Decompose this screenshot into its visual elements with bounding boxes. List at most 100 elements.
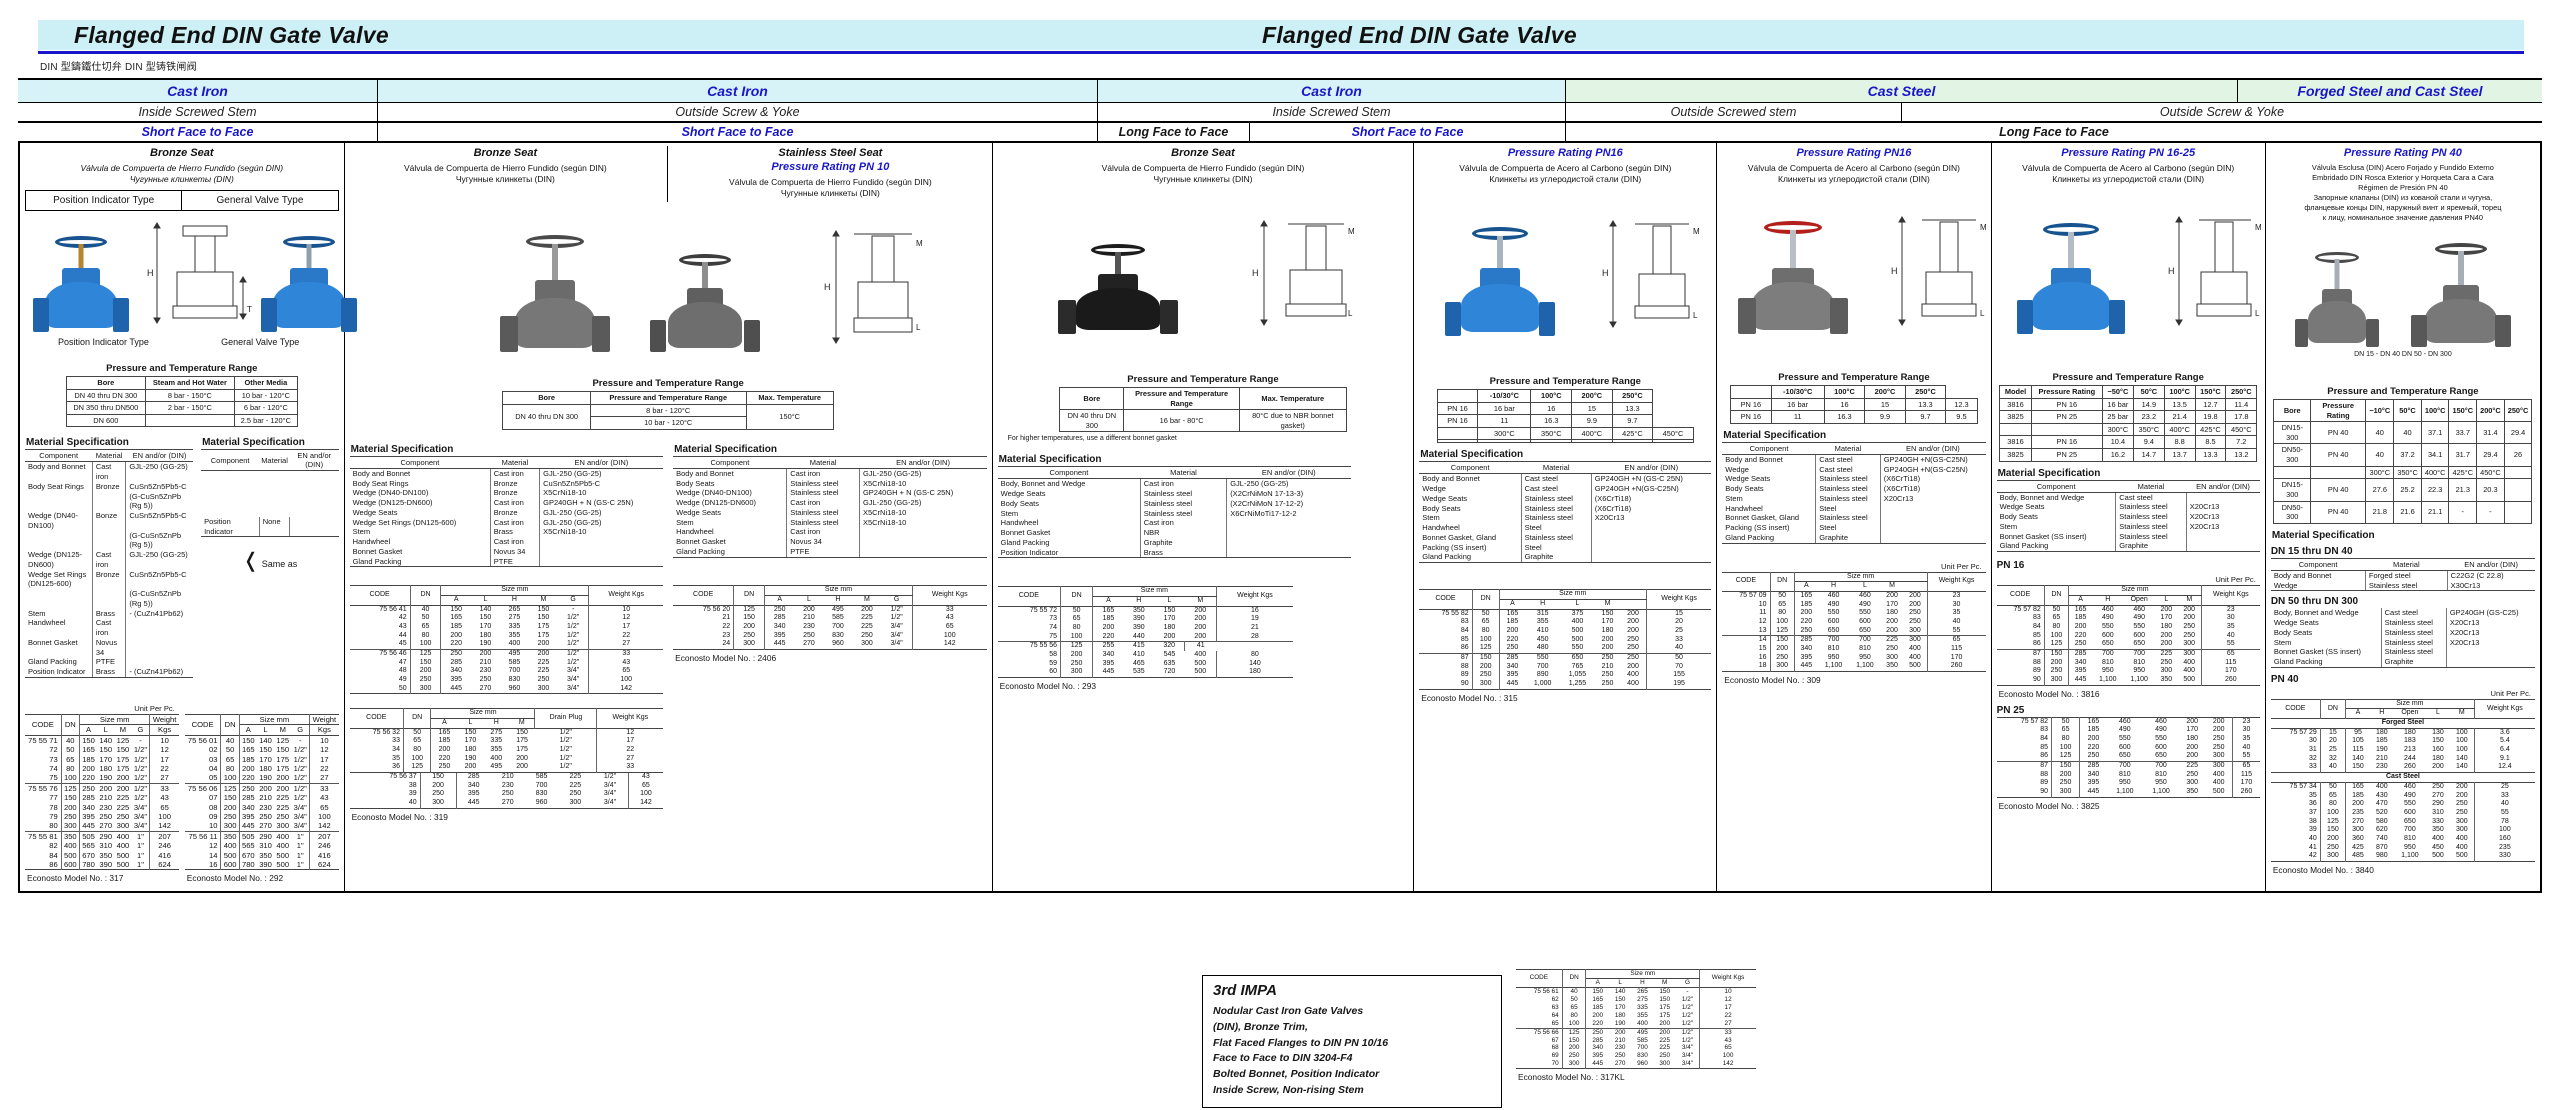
col5-pt-table: -10/30°C 100°C 200°C 250°C PN 16 16 bar 16… bbox=[1730, 384, 1978, 424]
table-row: 75 56 01 40 150 140 125-10 bbox=[184, 735, 339, 746]
h-m: M bbox=[864, 595, 870, 603]
h-l: L bbox=[1167, 597, 1172, 605]
cell: 33 bbox=[320, 783, 329, 793]
cell: 10 bbox=[320, 735, 329, 745]
cell: 375 bbox=[1571, 609, 1584, 617]
cell: 200 bbox=[537, 640, 550, 648]
cell: 100 bbox=[1562, 1019, 1587, 1029]
cell: 200 bbox=[1184, 615, 1217, 625]
table-row: 59 250 395 465 635 500 140 bbox=[997, 659, 1294, 669]
cell: 58 bbox=[997, 651, 1062, 660]
cell: Wedge (DN40-DN100) bbox=[676, 488, 752, 498]
col3-material-table: Component Material EN and/or (DIN) Body,… bbox=[997, 466, 1351, 559]
table-row: Handwheel Cast iron bbox=[998, 518, 1351, 529]
cell: 3/4" bbox=[592, 781, 629, 791]
cell: 200 bbox=[1620, 618, 1647, 627]
cell: Novus 34 bbox=[489, 546, 540, 557]
col4-rating-heading: Pressure Rating PN16 bbox=[1507, 147, 1623, 159]
cell: 41 bbox=[2270, 843, 2321, 853]
cell: 400 bbox=[2205, 779, 2234, 788]
table-row: Position Indicator Brass - (CuZn41Pb62) bbox=[25, 667, 194, 678]
cell: 225 bbox=[569, 773, 582, 781]
cell: 200 bbox=[2044, 658, 2070, 668]
cell: 400 bbox=[220, 841, 240, 851]
cell: 200 bbox=[220, 802, 240, 812]
table-row: 02 50 165 150 150 1/2" 12 bbox=[184, 745, 339, 755]
page-title-right: Flanged End DIN Gate Valve bbox=[1262, 22, 1577, 48]
col6-model25: Econosto Model No. : 3825 bbox=[1998, 800, 2100, 811]
cell: 415 bbox=[1132, 642, 1145, 650]
col7-dim-table: CODE DN Size mm Weight Kgs A H Open L M … bbox=[2270, 698, 2535, 862]
cell: 270 bbox=[1614, 1060, 1626, 1068]
col5-pt-body: PN 16 16 bar 16 15 13.3 12.3 PN 16 11 16.3 9.9 9.7… bbox=[1730, 397, 1978, 424]
h-weight: Weight Kgs bbox=[2487, 704, 2523, 712]
table-row: Wedge Stainless steel X30Cr13 bbox=[2270, 580, 2535, 592]
cell: 1/2" bbox=[291, 745, 311, 755]
cell: 390 bbox=[259, 860, 272, 870]
cell: 180 bbox=[464, 746, 477, 754]
h-m: M bbox=[2177, 595, 2202, 606]
cell: 250 bbox=[2177, 622, 2202, 632]
cell: 250 bbox=[82, 783, 95, 793]
cell: 70 bbox=[1675, 662, 1683, 670]
cell: 75 bbox=[25, 773, 62, 784]
cell: 183 bbox=[2404, 737, 2416, 745]
cell: 225 bbox=[1886, 636, 1898, 644]
cell: 1/2" bbox=[592, 773, 629, 782]
h-l: L bbox=[483, 595, 488, 603]
cell: 200 bbox=[1601, 644, 1614, 652]
cell: 445 bbox=[773, 640, 786, 648]
cell: X30Cr13 bbox=[2446, 580, 2535, 592]
col2-pt-title: Pressure and Temperature Range bbox=[592, 377, 744, 389]
cell: 235 bbox=[2499, 843, 2511, 851]
col6-pt-body: 3816 PN 16 16 bar 14.9 13.5 12.7 11.4 3825 PN 25… bbox=[1999, 397, 2258, 462]
table-row: Gland Packing PTFE bbox=[349, 556, 664, 568]
cell: 300 bbox=[2352, 826, 2364, 834]
cell: 600 bbox=[2101, 631, 2114, 639]
table-row: Gland Packing PTFE bbox=[673, 546, 987, 558]
table-row: Body, Bonnet and Wedge Cast iron GJL-250 (… bbox=[998, 478, 1351, 490]
cell: 200 bbox=[1592, 1011, 1604, 1019]
band-material-cell-3: Cast Iron bbox=[1098, 80, 1566, 102]
cell: 11 bbox=[1770, 410, 1825, 424]
cell: 830 bbox=[508, 676, 521, 684]
col5-model: Econosto Model No. : 309 bbox=[1724, 674, 1821, 685]
cell: 400°C bbox=[2163, 422, 2196, 437]
table-row: Wedge (DN40-DN100) Stainless steel GP240GH… bbox=[673, 488, 987, 499]
cell: GP240GH +N(GS-C25N) bbox=[1590, 484, 1712, 494]
cell: 810 bbox=[1827, 644, 1840, 652]
cell: 395 bbox=[1800, 653, 1813, 661]
col3-dim-body: 75 55 72 50 165 350 150 200 16 73 65 185 390 170 200… bbox=[997, 606, 1294, 678]
cell: 43 bbox=[945, 614, 954, 622]
table-row: 60 300 445 535 720 500 180 bbox=[997, 668, 1294, 678]
cell: 200 bbox=[241, 763, 255, 773]
col2-dim-body-d: 75 56 37 150 285 210 585 225 1/2" 43 38 200 340 230… bbox=[349, 773, 664, 809]
band-material-cell-2: Cast Iron bbox=[378, 80, 1098, 102]
cell bbox=[2185, 541, 2260, 553]
h0: Bore bbox=[1059, 386, 1125, 411]
table-row: 3816 PN 16 10.4 9.4 8.8 8.5 7.2 bbox=[1999, 435, 2258, 450]
cell: 62 bbox=[1516, 995, 1563, 1004]
cell: 250 bbox=[2160, 658, 2173, 666]
col1-matb-h1: Material bbox=[259, 449, 290, 472]
cell: Bonnet Gasket, Gland bbox=[1725, 513, 1800, 523]
cell: 44 bbox=[349, 631, 411, 641]
cell: 16 bar - 80°C bbox=[1123, 409, 1240, 433]
tab-general-valve-type[interactable]: General Valve Type bbox=[216, 194, 304, 206]
cell: 490 bbox=[2101, 614, 2114, 622]
cell: 150 bbox=[2051, 761, 2081, 771]
table-row: Wedge (DN40-DN100) Bonze CuSn5Zn5Pb5-C bbox=[25, 511, 194, 531]
cell: 400 bbox=[2177, 658, 2202, 668]
cell: 220 bbox=[1102, 632, 1115, 640]
table-row: 45 100 220 190 400 200 1/2" 27 bbox=[349, 640, 664, 650]
cell: 75 56 11 bbox=[184, 831, 222, 842]
cell: DN 40 thru DN 300 bbox=[1059, 409, 1125, 433]
tab-position-indicator-type[interactable]: Position Indicator Type bbox=[26, 190, 183, 210]
col2-dim-table-d: 75 56 37 150 285 210 585 225 1/2" 43 38 200 340 230… bbox=[349, 773, 664, 809]
cell: 33 bbox=[622, 650, 631, 658]
cell: 200 bbox=[803, 605, 815, 613]
cell: 210 bbox=[479, 658, 492, 666]
table-row: Body and Bonnet Cast steel GP240GH +N(GS-C… bbox=[1722, 454, 1986, 465]
table-row: Wedge Set Rings (DN125-600) Cast iron GJL-… bbox=[350, 517, 664, 528]
cell: 90 bbox=[1419, 679, 1473, 690]
